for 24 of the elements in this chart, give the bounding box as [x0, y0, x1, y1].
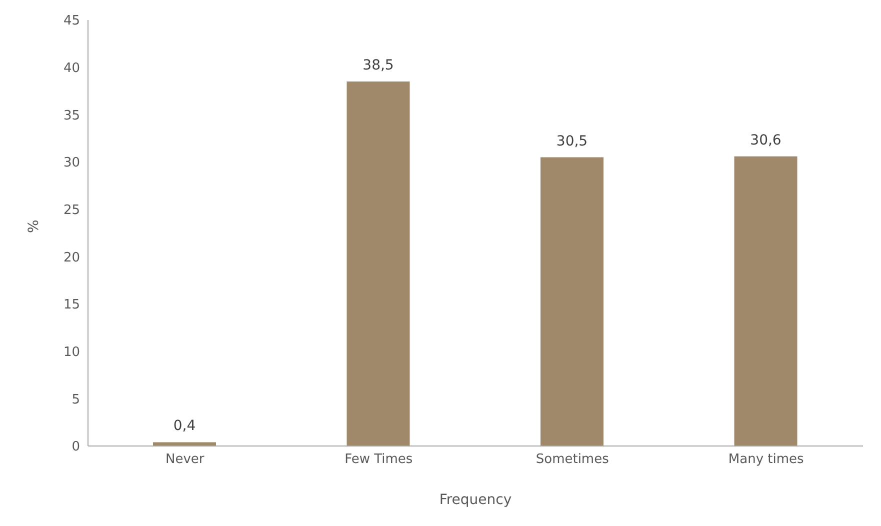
y-axis-title: %	[26, 220, 42, 233]
y-tick-label: 20	[63, 250, 80, 266]
y-tick-label: 35	[63, 108, 80, 124]
y-tick-label: 30	[63, 156, 80, 171]
x-tick-label: Sometimes	[536, 452, 610, 468]
data-label: 30,6	[750, 132, 782, 148]
y-tick-label: 15	[63, 298, 80, 313]
y-tick-label: 0	[72, 440, 80, 455]
bar	[540, 157, 604, 446]
x-tick-label: Never	[165, 452, 205, 468]
data-label: 30,5	[556, 133, 588, 150]
y-tick-label: 10	[63, 344, 80, 360]
bar	[734, 156, 798, 446]
data-label: 38,5	[362, 58, 394, 74]
y-tick-label: 5	[72, 392, 80, 408]
y-tick-label: 25	[63, 202, 80, 218]
y-tick-label: 45	[63, 14, 80, 29]
x-tick-label: Few Times	[344, 452, 413, 468]
x-tick-label: Many times	[728, 452, 804, 468]
y-tick-label: 40	[63, 60, 80, 76]
x-axis-title: Frequency	[439, 492, 512, 508]
bar	[346, 82, 410, 446]
bar	[153, 442, 216, 446]
data-label: 0,4	[173, 418, 196, 434]
